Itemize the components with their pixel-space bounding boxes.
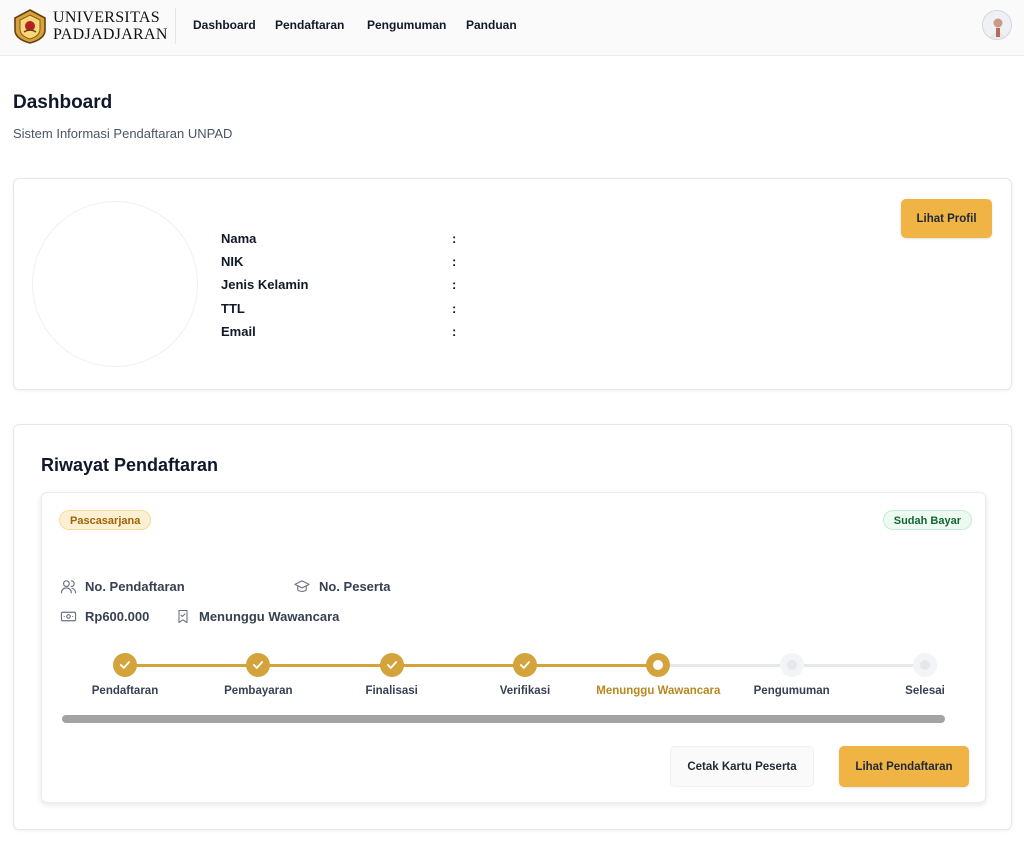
registration-history-card: Riwayat Pendaftaran Pascasarjana Sudah B… xyxy=(13,424,1012,830)
step-label: Verifikasi xyxy=(499,685,551,697)
bookmark-check-icon xyxy=(178,609,188,624)
page-title: Dashboard xyxy=(13,92,113,113)
check-icon xyxy=(253,661,264,669)
field-label-nama: Nama xyxy=(221,231,257,246)
step-connector xyxy=(791,664,925,667)
field-colon: : xyxy=(452,324,457,339)
step-marker-done xyxy=(246,653,271,677)
step-marker-done xyxy=(379,653,404,677)
step-label: Finalisasi xyxy=(365,685,418,697)
check-icon xyxy=(386,661,397,669)
unpad-crest-icon[interactable] xyxy=(12,8,48,44)
step-label: Pendaftaran xyxy=(91,685,159,697)
field-colon: : xyxy=(452,231,457,246)
step-label: Pengumuman xyxy=(753,685,830,697)
participant-number-info: No. Peserta xyxy=(293,578,391,595)
history-title: Riwayat Pendaftaran xyxy=(41,455,219,475)
step-marker-todo xyxy=(913,653,937,677)
step-marker-done xyxy=(113,653,137,677)
status-info: Menunggu Wawancara xyxy=(175,608,339,625)
registration-number-label: No. Pendaftaran xyxy=(85,579,185,594)
field-label-ttl: TTL xyxy=(221,301,245,316)
brand-line2: PADJADJARAN xyxy=(53,26,168,43)
nav-pengumuman[interactable]: Pengumuman xyxy=(367,18,447,32)
graduation-cap-icon xyxy=(294,580,310,593)
nav-dashboard[interactable]: Dashboard xyxy=(193,18,256,32)
profile-card: Nama : NIK : Jenis Kelamin : TTL : Email… xyxy=(13,178,1012,390)
step-connector xyxy=(258,664,392,667)
step-marker-current xyxy=(646,653,671,677)
nav-pendaftaran[interactable]: Pendaftaran xyxy=(275,18,345,32)
profile-photo xyxy=(32,201,198,367)
horizontal-scrollbar[interactable] xyxy=(62,715,945,723)
view-profile-button[interactable]: Lihat Profil xyxy=(901,199,992,238)
nav-divider xyxy=(175,8,176,44)
nav-panduan[interactable]: Panduan xyxy=(466,18,517,32)
step-label: Pembayaran xyxy=(224,685,293,697)
program-badge: Pascasarjana xyxy=(59,510,152,530)
page-subtitle: Sistem Informasi Pendaftaran UNPAD xyxy=(13,126,233,141)
step-label: Selesai xyxy=(905,685,945,697)
progress-stepper: Pendaftaran Pembayaran Finalisasi Verifikas… xyxy=(42,493,987,733)
top-navbar: UNIVERSITAS PADJADJARAN Dashboard Pendaf… xyxy=(0,0,1024,56)
step-marker-done xyxy=(513,653,537,677)
field-colon: : xyxy=(452,301,457,316)
print-card-button[interactable]: Cetak Kartu Peserta xyxy=(670,746,814,787)
user-avatar-icon[interactable] xyxy=(982,10,1012,40)
banknote-icon xyxy=(60,611,77,622)
check-icon xyxy=(119,661,131,669)
step-connector xyxy=(658,664,792,667)
step-marker-todo xyxy=(779,653,804,677)
fee-amount: Rp600.000 xyxy=(85,609,150,624)
brand-line1: UNIVERSITAS xyxy=(53,9,160,26)
step-label: Menunggu Wawancara xyxy=(596,685,721,697)
brand-name[interactable]: UNIVERSITAS PADJADJARAN xyxy=(53,9,168,43)
status-text: Menunggu Wawancara xyxy=(199,609,340,624)
registration-item-card: Pascasarjana Sudah Bayar No. Pendaftaran… xyxy=(41,492,986,803)
field-label-nik: NIK xyxy=(221,254,244,269)
registration-number-info: No. Pendaftaran xyxy=(60,578,185,595)
step-connector xyxy=(525,664,659,667)
field-colon: : xyxy=(452,254,457,269)
step-connector xyxy=(125,664,259,667)
check-icon xyxy=(519,661,531,669)
step-connector xyxy=(391,664,525,667)
payment-status-badge: Sudah Bayar xyxy=(882,510,972,530)
field-label-email: Email xyxy=(221,324,256,339)
view-registration-button[interactable]: Lihat Pendaftaran xyxy=(839,746,969,787)
field-colon: : xyxy=(452,277,457,292)
fee-info: Rp600.000 xyxy=(60,608,149,625)
users-icon xyxy=(60,580,77,594)
participant-number-label: No. Peserta xyxy=(319,579,391,594)
field-label-jenis-kelamin: Jenis Kelamin xyxy=(221,277,309,292)
